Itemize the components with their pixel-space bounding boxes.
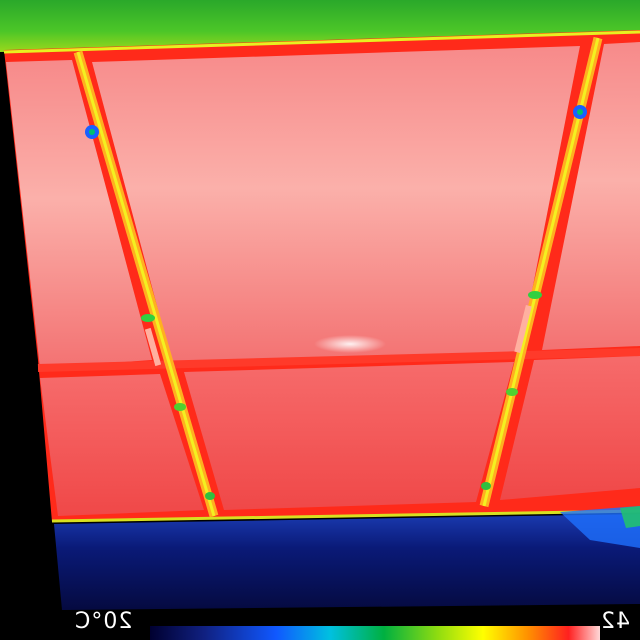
shadow-area	[54, 514, 640, 610]
panel-right-upper	[542, 42, 640, 350]
panel-left-upper	[6, 60, 152, 368]
panel-left-lower	[40, 374, 204, 516]
panel-right-lower	[500, 356, 640, 500]
panel-center-lower	[184, 362, 514, 510]
sun-glare	[314, 335, 386, 353]
thermal-scene	[0, 0, 640, 610]
panel-center-upper	[92, 46, 580, 362]
scale-min-label: 20°C	[74, 609, 133, 634]
rail-clamps	[85, 105, 587, 500]
temperature-colorbar	[150, 626, 600, 640]
scale-max-label: 42	[600, 609, 630, 634]
